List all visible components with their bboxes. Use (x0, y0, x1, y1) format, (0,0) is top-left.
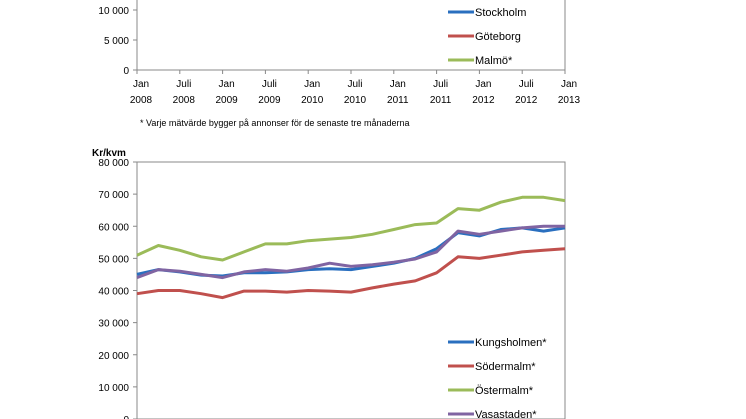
series-line-östermalm (136, 195, 566, 262)
lower-legend-label: Vasastaden* (475, 409, 537, 419)
upper-legend-label: Stockholm (475, 7, 526, 19)
lower-y-tick-label: 0 (123, 415, 129, 419)
footnote: * Varje mätvärde bygger på annonser för … (140, 118, 410, 128)
lower-y-tick-label: 60 000 (98, 222, 129, 233)
lower-y-tick-label: 10 000 (98, 383, 129, 394)
upper-x-tick-year: 2011 (430, 95, 452, 106)
upper-x-tick-month: Juli (347, 79, 362, 90)
lower-legend-label: Kungsholmen* (475, 337, 547, 349)
upper-legend-label: Malmö* (475, 55, 513, 67)
lower-y-tick-label: 30 000 (98, 319, 129, 330)
upper-x-tick-year: 2008 (130, 95, 153, 106)
upper-x-tick-year: 2010 (301, 95, 324, 106)
upper-x-tick-year: 2012 (515, 95, 538, 106)
upper-x-tick-month: Juli (262, 79, 277, 90)
series-line-södermalm (136, 247, 566, 300)
lower-y-axis-unit: Kr/kvm (92, 148, 126, 159)
upper-x-tick-month: Jan (390, 79, 406, 90)
upper-x-tick-year: 2009 (215, 95, 238, 106)
upper-x-tick-month: Jan (304, 79, 320, 90)
upper-x-tick-month: Juli (433, 79, 448, 90)
upper-x-tick-month: Juli (176, 79, 191, 90)
upper-y-tick-label: 5 000 (104, 36, 129, 47)
lower-y-tick-label: 70 000 (98, 190, 129, 201)
lower-y-tick-label: 80 000 (98, 158, 129, 169)
upper-x-tick-year: 2009 (258, 95, 281, 106)
upper-x-tick-year: 2012 (472, 95, 495, 106)
upper-legend-label: Göteborg (475, 31, 521, 43)
upper-x-tick-year: 2011 (387, 95, 409, 106)
upper-x-tick-month: Jan (133, 79, 149, 90)
upper-x-tick-month: Jan (561, 79, 577, 90)
lower-y-tick-label: 50 000 (98, 254, 129, 265)
lower-y-tick-label: 40 000 (98, 287, 129, 298)
upper-x-tick-year: 2010 (344, 95, 367, 106)
upper-x-tick-month: Juli (519, 79, 534, 90)
upper-x-tick-month: Jan (219, 79, 235, 90)
upper-x-tick-year: 2013 (558, 95, 581, 106)
series-line-vasastaden (136, 224, 565, 280)
upper-y-tick-label: 0 (123, 66, 129, 77)
upper-x-tick-year: 2008 (173, 95, 196, 106)
series-line-kungsholmen (136, 226, 566, 278)
lower-legend-label: Östermalm* (475, 385, 534, 397)
lower-legend-label: Södermalm* (475, 361, 536, 373)
upper-y-tick-label: 10 000 (98, 6, 129, 17)
lower-plot-border (136, 161, 566, 419)
upper-x-tick-month: Jan (475, 79, 491, 90)
lower-y-tick-label: 20 000 (98, 351, 129, 362)
